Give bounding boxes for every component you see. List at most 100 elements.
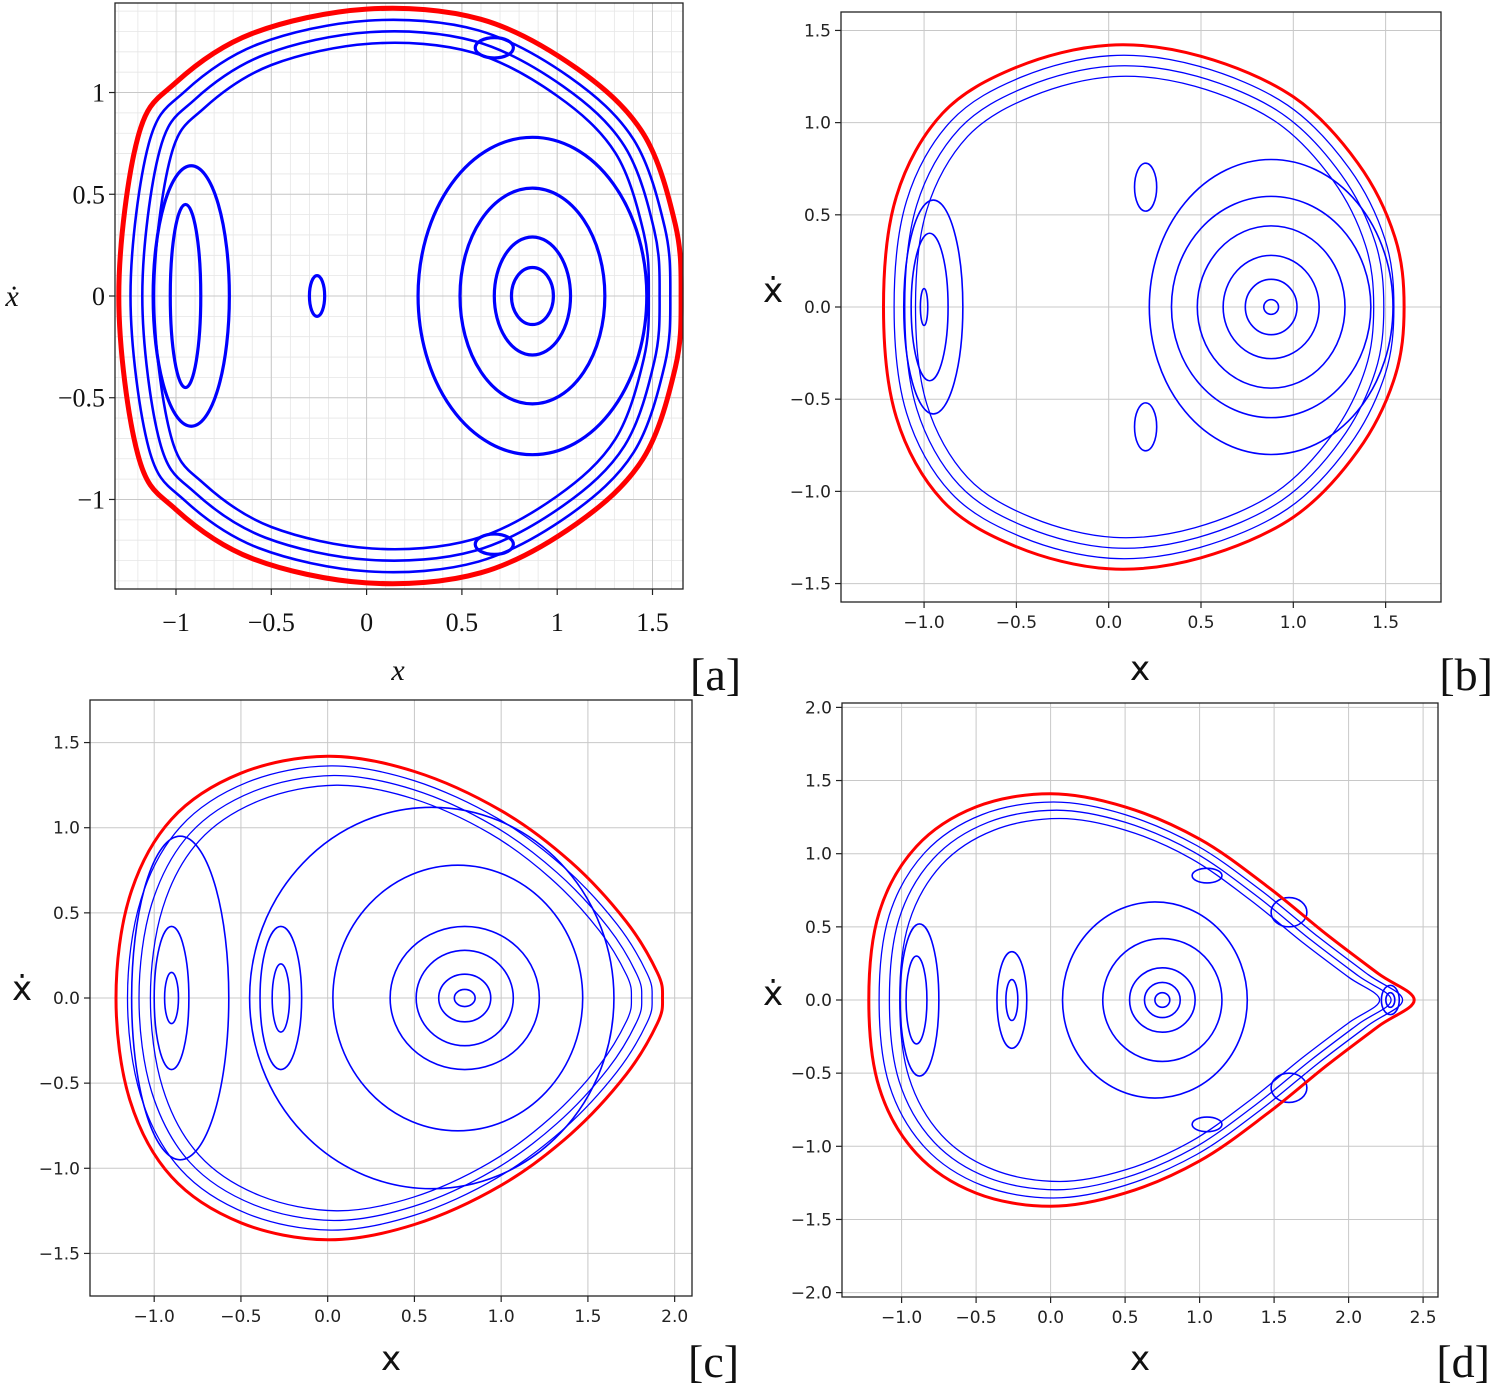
- y-tick-label: −0.5: [790, 390, 831, 410]
- orbit-curve: [1128, 967, 1196, 1033]
- y-tick-label: 1.5: [805, 772, 832, 792]
- orbit-curve: [1262, 298, 1280, 316]
- x-axis-label: x: [381, 1339, 401, 1379]
- y-tick-label: −0.5: [39, 1074, 80, 1094]
- orbit-curve: [259, 925, 303, 1071]
- panel-tag: [d]: [1436, 1336, 1490, 1387]
- x-tick-label: −0.5: [955, 1308, 996, 1328]
- x-tick-label: 0.5: [401, 1307, 428, 1327]
- y-tick-label: 1: [92, 79, 105, 108]
- orbit-curve: [1148, 158, 1394, 456]
- y-tick-label: −2.0: [791, 1284, 832, 1304]
- orbit-curve: [458, 186, 607, 406]
- orbit-curve: [153, 925, 190, 1071]
- y-tick-label: −1: [77, 485, 105, 514]
- y-tick-label: −1.0: [791, 1137, 832, 1157]
- panel-a: −1 −0.5 0 0.5 1 1.5 −1 −0.5 0 0.5 1 x ẋ [a]: [4, 2, 741, 700]
- orbit-curve: [453, 988, 476, 1008]
- y-tick-label: −1.0: [790, 482, 831, 502]
- y-tick-label: 0.5: [804, 206, 831, 226]
- x-tick-label: 0.5: [446, 608, 479, 637]
- orbit-curve: [1244, 278, 1298, 336]
- orbit-curve: [1222, 254, 1320, 360]
- orbit-layer: [126, 765, 653, 1231]
- x-axis-label: x: [390, 654, 405, 687]
- orbit-layer: [878, 801, 1404, 1199]
- x-tick-label: 0: [360, 608, 373, 637]
- x-tick-label: −0.5: [220, 1307, 261, 1327]
- x-tick-label: 0.5: [1112, 1308, 1139, 1328]
- y-tick-label: 1.0: [805, 845, 832, 865]
- x-tick-label: 1: [551, 608, 564, 637]
- orbit-curve: [899, 817, 1381, 1183]
- orbit-curve: [1170, 195, 1372, 419]
- orbit-curve: [415, 949, 515, 1047]
- orbit-curve: [1133, 162, 1158, 212]
- orbit-curve: [509, 265, 555, 327]
- orbit-curve: [138, 774, 643, 1222]
- x-tick-label: 1.5: [636, 608, 669, 637]
- orbit-curve: [1380, 984, 1401, 1016]
- panel-tag: [a]: [690, 649, 741, 700]
- energy-boundary: [867, 792, 1416, 1208]
- orbit-curve: [492, 235, 573, 357]
- orbit-curve: [1196, 225, 1346, 389]
- y-tick-label: 2.0: [805, 698, 832, 718]
- x-tick-label: 1.0: [1280, 613, 1307, 633]
- y-tick-label: 1.5: [804, 21, 831, 41]
- orbit-curve: [332, 864, 584, 1132]
- orbit-curve: [893, 54, 1395, 560]
- orbit-curve: [1270, 1072, 1308, 1104]
- x-tick-label: 1.0: [1186, 1308, 1213, 1328]
- y-tick-label: 0.0: [805, 991, 832, 1011]
- orbit-curve: [149, 784, 633, 1212]
- orbit-curve: [130, 835, 230, 1161]
- orbit-curve: [1101, 937, 1223, 1063]
- y-tick-label: 0.0: [53, 989, 80, 1009]
- energy-boundary: [116, 5, 684, 587]
- y-tick-label: 1.0: [53, 819, 80, 839]
- orbit-curve: [996, 950, 1028, 1050]
- x-tick-label: 0.5: [1187, 613, 1214, 633]
- orbit-curve: [437, 973, 492, 1023]
- orbit-curve: [904, 65, 1385, 549]
- orbit-layer: [129, 18, 672, 574]
- energy-boundary: [114, 754, 665, 1242]
- y-tick-label: 0.5: [805, 918, 832, 938]
- orbit-curve: [129, 18, 672, 574]
- y-tick-label: −1.5: [790, 575, 831, 595]
- x-tick-label: 0.0: [314, 1307, 341, 1327]
- orbit-curve: [473, 532, 515, 557]
- panel-c: −1.0 −0.5 0.0 0.5 1.0 1.5 2.0 −1.5 −1.0 −0.5 0.0 0.…: [12, 699, 739, 1387]
- orbit-curve: [888, 809, 1392, 1191]
- x-tick-label: −1.0: [881, 1308, 922, 1328]
- orbit-curve: [168, 202, 203, 390]
- y-axis-label: ẋ: [763, 271, 783, 311]
- orbit-curve: [473, 35, 515, 60]
- x-tick-label: −1.0: [134, 1307, 175, 1327]
- plot-frame: [114, 2, 684, 590]
- x-tick-label: −0.5: [248, 608, 295, 637]
- orbit-curve: [1061, 901, 1249, 1099]
- orbit-curve: [141, 30, 661, 562]
- x-tick-label: −1.0: [903, 613, 944, 633]
- y-tick-label: 1.0: [804, 114, 831, 134]
- panel-d: −1.0 −0.5 0.0 0.5 1.0 1.5 2.0 2.5 −2.0 −1.5 −1.0 −0…: [763, 698, 1490, 1387]
- x-tick-label: −0.5: [996, 613, 1037, 633]
- orbit-curve: [271, 963, 291, 1033]
- orbit-curve: [163, 971, 180, 1025]
- orbit-curve: [902, 199, 964, 415]
- panel-tag: [c]: [688, 1336, 739, 1387]
- energy-boundary: [881, 43, 1406, 571]
- x-axis-label: x: [1130, 649, 1150, 689]
- plot-frame: [841, 702, 1439, 1298]
- x-tick-label: 1.5: [574, 1307, 601, 1327]
- y-tick-label: 1.5: [53, 734, 80, 754]
- y-tick-label: −0.5: [58, 384, 105, 413]
- orbit-curve: [914, 75, 1375, 539]
- y-tick-label: 0.5: [73, 180, 106, 209]
- orbit-curve: [1154, 991, 1171, 1009]
- orbit-curve: [126, 765, 653, 1231]
- x-tick-label: 0.0: [1095, 613, 1122, 633]
